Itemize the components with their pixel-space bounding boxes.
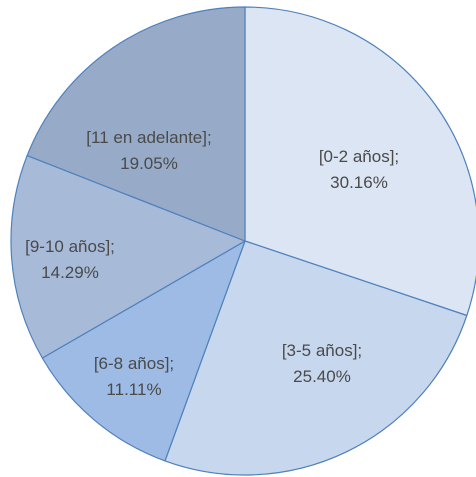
pie-slice-9-10-anos (10, 154, 246, 359)
pie-slice-6-8-anos (41, 240, 246, 462)
slice-value-label: 11.11% (106, 380, 161, 399)
slice-category-label: [0-2 años]; (319, 147, 399, 166)
slice-label-0-2-anos: [0-2 años]; 30.16% (319, 147, 399, 192)
pie-slice-3-5-anos (164, 240, 468, 476)
slice-label-9-10-anos: [9-10 años]; 14.29% (25, 237, 115, 282)
slice-category-label: [9-10 años]; (25, 237, 115, 256)
slice-value-label: 14.29% (41, 263, 99, 282)
pie-slice-0-2-anos (244, 6, 476, 317)
pie-labels: [0-2 años]; 30.16% [3-5 años]; 25.40% [6-8 a… (25, 128, 399, 399)
slice-value-label: 30.16% (330, 173, 388, 192)
pie-slice-11-en-adelante (26, 6, 246, 242)
slice-category-label: [6-8 años]; (94, 354, 174, 373)
slice-category-label: [11 en adelante]; (86, 128, 211, 147)
pie-slices (10, 6, 476, 476)
slice-label-11-en-adelante: [11 en adelante]; 19.05% (86, 128, 211, 173)
slice-label-6-8-anos: [6-8 años]; 11.11% (94, 354, 174, 399)
slice-value-label: 25.40% (293, 367, 351, 386)
slice-label-3-5-anos: [3-5 años]; 25.40% (282, 341, 362, 386)
slice-value-label: 19.05% (120, 154, 178, 173)
slice-category-label: [3-5 años]; (282, 341, 362, 360)
